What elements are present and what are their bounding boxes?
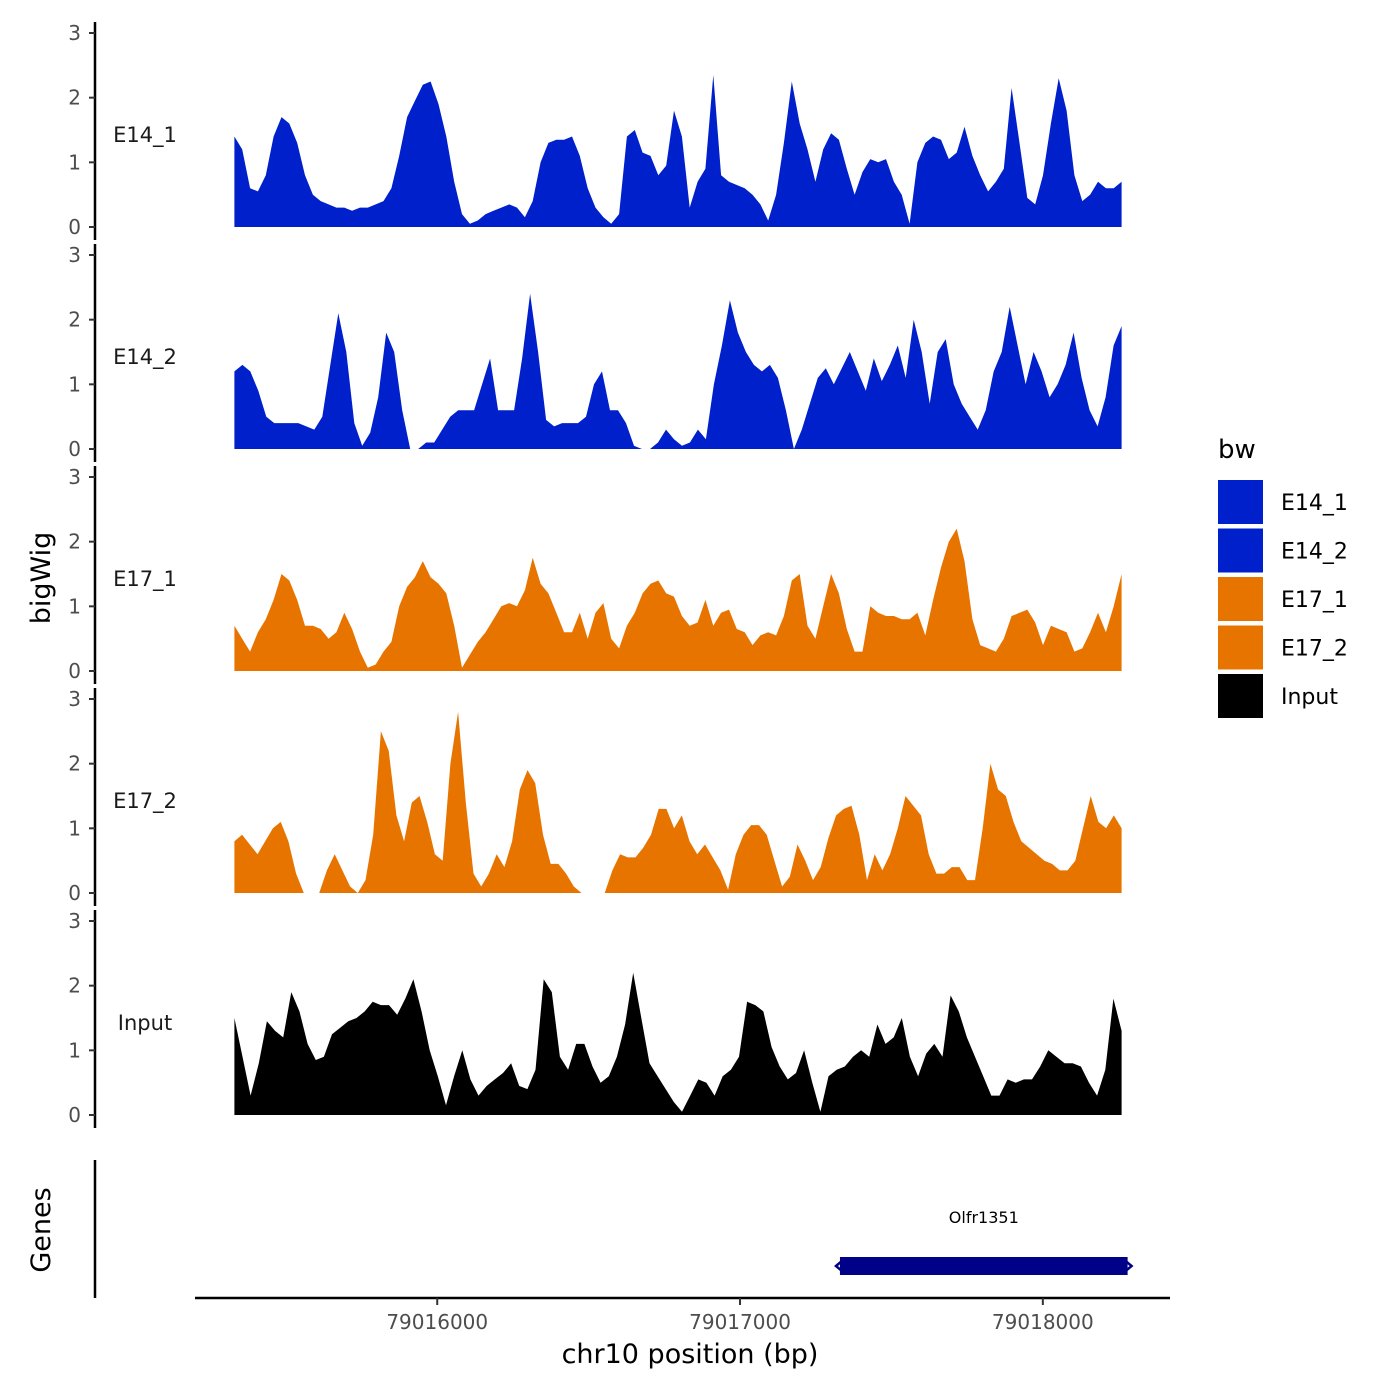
legend-swatch-E14_1: [1218, 480, 1263, 524]
y-tick-label: 0: [68, 881, 81, 905]
y-tick-label: 2: [68, 86, 81, 110]
y-tick-label: 0: [68, 659, 81, 683]
gene-Olfr1351: Olfr1351: [834, 1208, 1134, 1275]
legend-title: bw: [1218, 435, 1256, 465]
legend: bw E14_1 E14_2 E17_1 E17_2 Input: [1218, 435, 1348, 718]
y-tick-label: 3: [68, 21, 81, 45]
track-E14_2: 0 1 2 3 E14_2: [68, 243, 1122, 462]
bigwig-tracks: 0 1 2 3 E14_1 0 1 2 3 E14_2 0 1 2 3 E17_1 0 1 2 3 E17_2 0 1 2 3…: [68, 21, 1122, 1128]
strand-arrow-icon: [834, 1260, 843, 1272]
gene-body: [839, 1257, 1128, 1275]
area-E14_2: [234, 293, 1122, 449]
x-axis-title: chr10 position (bp): [562, 1339, 819, 1370]
legend-label-E14_2: E14_2: [1281, 540, 1348, 565]
y-tick-label: 0: [68, 437, 81, 461]
y-tick-label: 1: [68, 816, 81, 840]
y-tick-label: 3: [68, 465, 81, 489]
genes-panel: Olfr1351: [93, 1160, 1134, 1298]
track-E14_1: 0 1 2 3 E14_1: [68, 21, 1122, 240]
track-label-E17_1: E17_1: [113, 567, 177, 592]
area-E17_2: [234, 711, 1122, 893]
y-tick-label: 2: [68, 752, 81, 776]
legend-label-E14_1: E14_1: [1281, 491, 1348, 516]
legend-swatch-E17_1: [1218, 577, 1263, 621]
track-label-E14_1: E14_1: [113, 123, 177, 148]
genes-axis-title: Genes: [26, 1187, 57, 1272]
y-tick-label: 1: [68, 594, 81, 618]
track-E17_2: 0 1 2 3 E17_2: [68, 687, 1122, 906]
legend-label-E17_1: E17_1: [1281, 588, 1348, 613]
strand-arrow-icon: [1124, 1260, 1134, 1272]
track-label-E17_2: E17_2: [113, 789, 177, 814]
area-E17_1: [234, 528, 1122, 671]
legend-swatch-Input: [1218, 674, 1263, 718]
y-tick-label: 3: [68, 687, 81, 711]
track-label-E14_2: E14_2: [113, 345, 177, 370]
track-label-Input: Input: [118, 1011, 172, 1035]
track-Input: 0 1 2 3 Input: [68, 909, 1122, 1128]
gene-label: Olfr1351: [949, 1208, 1019, 1227]
y-axis-title: bigWig: [26, 532, 57, 625]
y-tick-label: 1: [68, 1038, 81, 1062]
legend-label-Input: Input: [1281, 685, 1338, 710]
y-tick-label: 3: [68, 909, 81, 933]
y-tick-label: 2: [68, 308, 81, 332]
legend-swatch-E17_2: [1218, 625, 1263, 670]
area-E14_1: [234, 75, 1122, 227]
y-tick-label: 1: [68, 150, 81, 174]
x-axis: 79016000 79017000 79018000: [195, 1296, 1170, 1334]
y-tick-label: 2: [68, 530, 81, 554]
y-tick-label: 3: [68, 243, 81, 267]
x-tick-label: 79016000: [386, 1310, 488, 1334]
y-tick-label: 0: [68, 215, 81, 239]
y-tick-label: 2: [68, 974, 81, 998]
legend-swatch-E14_2: [1218, 528, 1263, 573]
area-Input: [234, 972, 1122, 1115]
track-E17_1: 0 1 2 3 E17_1: [68, 465, 1122, 684]
y-tick-label: 0: [68, 1103, 81, 1127]
y-tick-label: 1: [68, 372, 81, 396]
x-tick-label: 79018000: [992, 1310, 1094, 1334]
legend-label-E17_2: E17_2: [1281, 637, 1348, 662]
x-tick-label: 79017000: [689, 1310, 791, 1334]
